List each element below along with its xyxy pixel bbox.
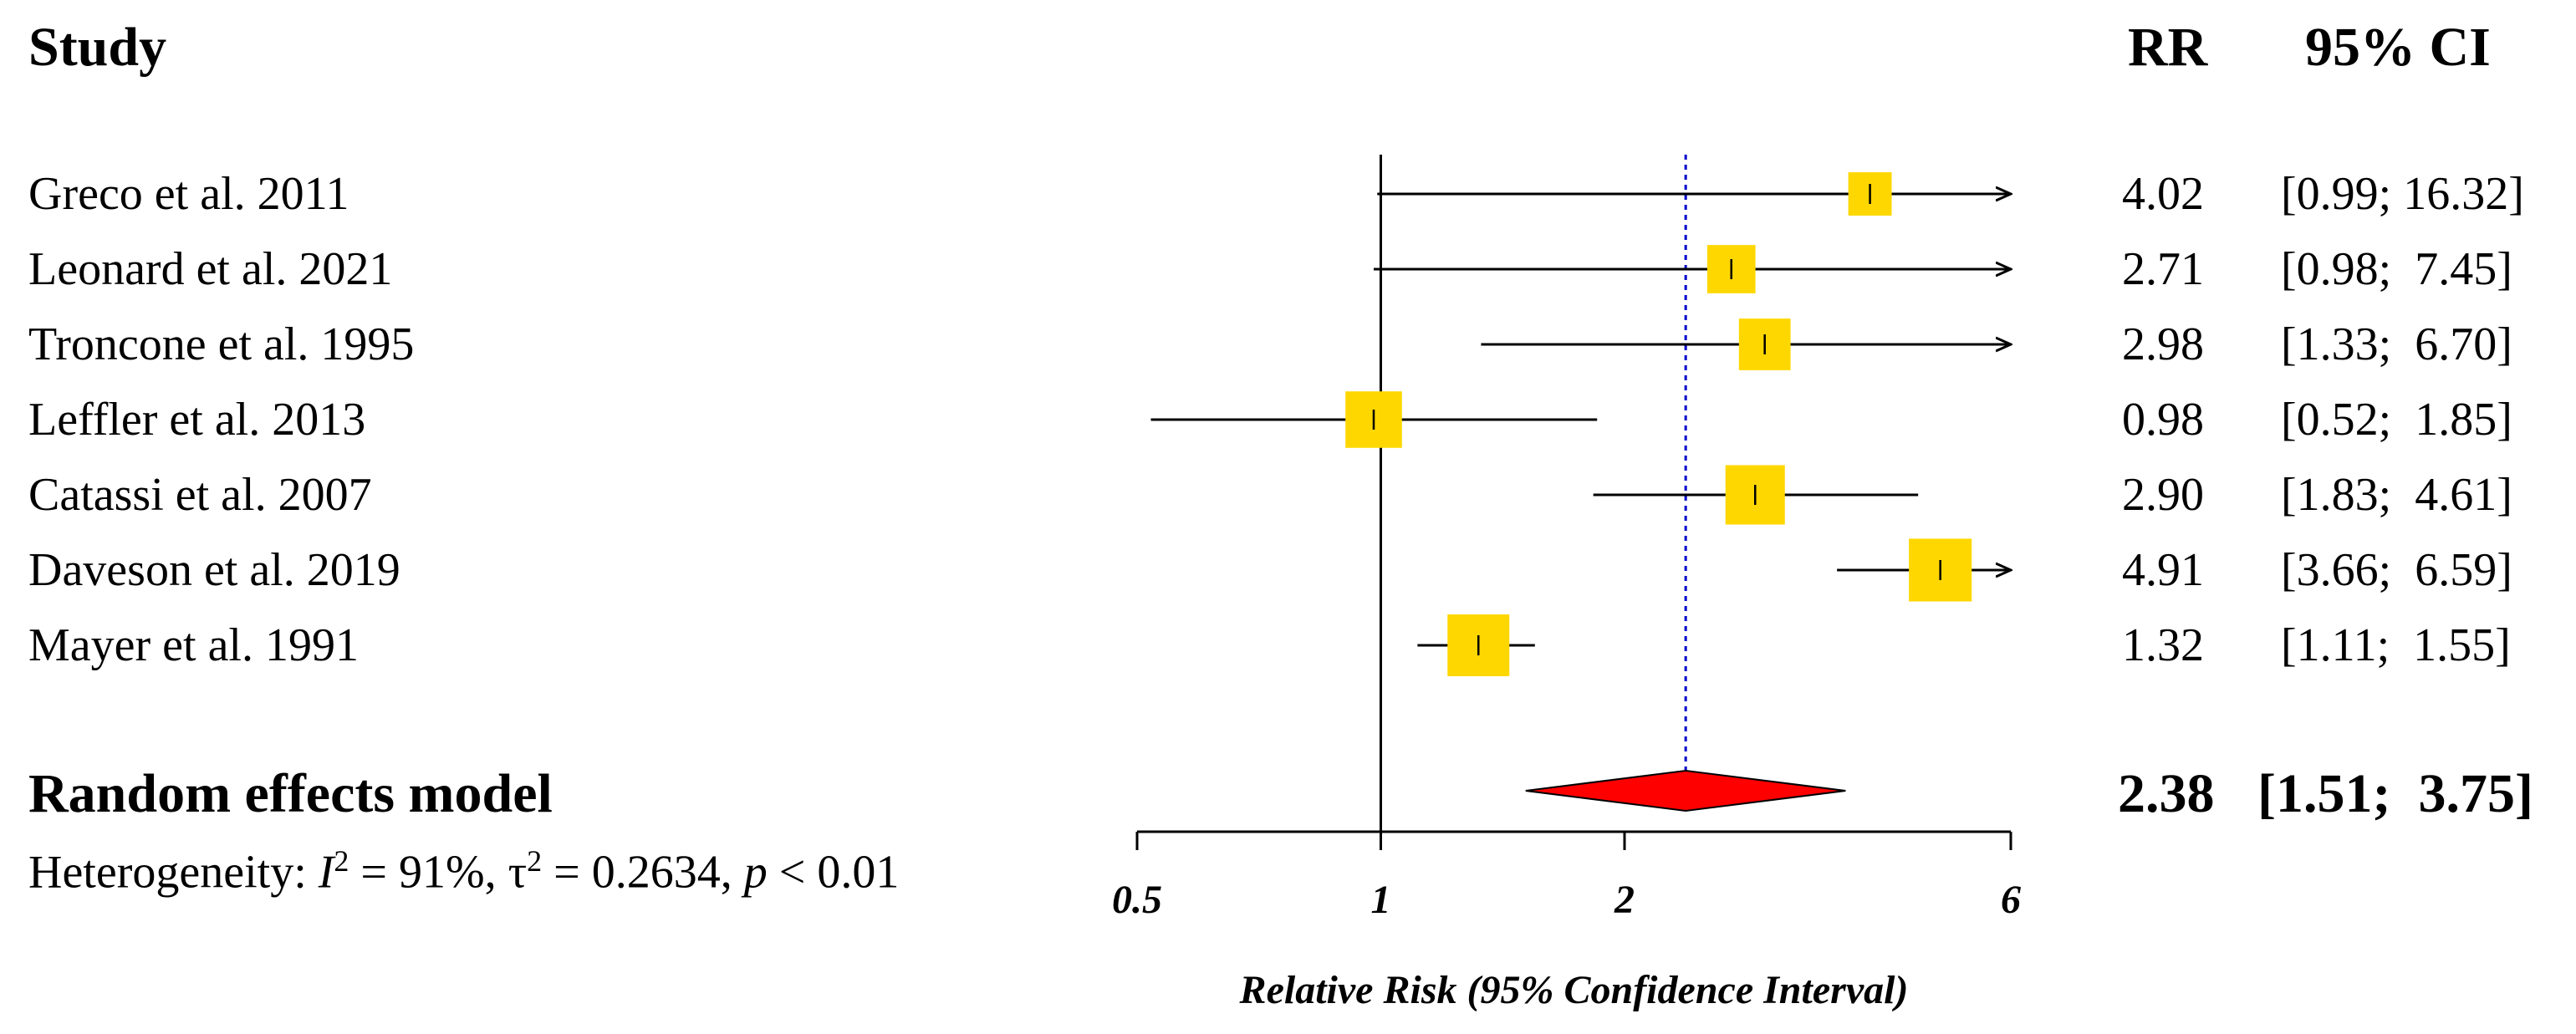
study-label: Leffler et al. 2013: [28, 394, 366, 446]
study-label: Troncone et al. 1995: [28, 318, 415, 370]
study-rr: 2.71: [2122, 243, 2204, 295]
x-axis-title: Relative Risk (95% Confidence Interval): [1239, 968, 1909, 1012]
study-rr: 1.32: [2122, 619, 2204, 671]
study-rr: 4.02: [2122, 168, 2204, 220]
rr-column-header: RR: [2128, 17, 2208, 78]
study-ci: [0.98; 7.45]: [2281, 243, 2512, 295]
study-ci: [1.83; 4.61]: [2281, 469, 2512, 521]
study-rr: 2.98: [2122, 318, 2204, 370]
study-column-header: Study: [28, 17, 167, 78]
study-label: Daveson et al. 2019: [28, 544, 400, 596]
study-label: Catassi et al. 2007: [28, 469, 372, 521]
study-rr: 2.90: [2122, 469, 2204, 521]
study-ci: [0.99; 16.32]: [2281, 168, 2524, 220]
ci-column-header: 95% CI: [2305, 17, 2491, 78]
study-ci: [0.52; 1.85]: [2281, 394, 2512, 446]
pooled-diamond: [1525, 769, 1846, 812]
study-ci: [1.33; 6.70]: [2281, 318, 2512, 370]
study-label: Mayer et al. 1991: [28, 619, 359, 671]
x-tick-label: 2: [1614, 878, 1635, 922]
pooled-ci: [1.51; 3.75]: [2257, 763, 2533, 824]
study-ci: [3.66; 6.59]: [2281, 544, 2512, 596]
study-rr: 4.91: [2122, 544, 2204, 596]
x-tick-label: 0.5: [1112, 878, 1162, 922]
study-rr: 0.98: [2122, 394, 2204, 446]
pooled-rr: 2.38: [2118, 763, 2215, 824]
study-label: Greco et al. 2011: [28, 168, 349, 220]
pooled-label: Random effects model: [28, 763, 553, 824]
heterogeneity-text: Heterogeneity: I2 = 91%, τ2 = 0.2634, p …: [28, 844, 900, 899]
study-label: Leonard et al. 2021: [28, 243, 393, 295]
study-ci: [1.11; 1.55]: [2281, 619, 2511, 671]
x-tick-label: 6: [2001, 878, 2021, 922]
x-tick-label: 1: [1370, 878, 1390, 922]
